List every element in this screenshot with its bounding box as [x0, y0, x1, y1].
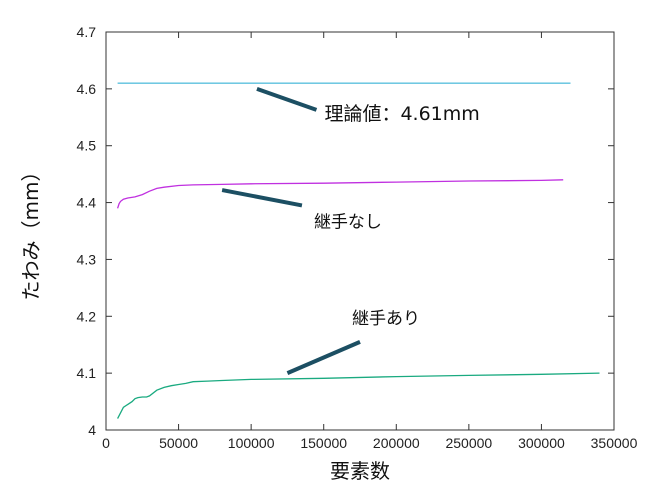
series-layer — [116, 82, 600, 419]
annotation-label: 継手あり — [352, 309, 420, 329]
x-tick-label: 100000 — [228, 435, 275, 451]
x-tick-label: 150000 — [300, 435, 347, 451]
annotation-label: 継手なし — [314, 212, 382, 232]
y-tick-label: 4.2 — [77, 308, 97, 324]
plot-frame — [105, 31, 615, 431]
x-tick-label: 350000 — [591, 435, 638, 451]
x-tick-label: 50000 — [159, 435, 198, 451]
x-tick-label: 300000 — [518, 435, 565, 451]
y-axis-label: たわみ（mm） — [19, 162, 43, 301]
x-tick-label: 200000 — [373, 435, 420, 451]
x-axis-label: 要素数 — [330, 459, 390, 483]
x-axis-ticks: 0 50000 100000 150000 200000 250000 300000 3500… — [102, 32, 638, 451]
series-no-joint-line — [116, 179, 564, 209]
y-tick-label: 4.6 — [77, 81, 97, 97]
y-axis-ticks: 4 4.1 4.2 4.3 4.4 4.5 4.6 4.7 — [77, 24, 614, 438]
x-tick-label: 250000 — [445, 435, 492, 451]
y-tick-label: 4.5 — [77, 138, 97, 154]
y-tick-label: 4.7 — [77, 24, 97, 40]
y-tick-label: 4.4 — [77, 195, 97, 211]
annotation-pointer-line — [286, 340, 361, 375]
y-tick-label: 4.3 — [77, 251, 97, 267]
y-tick-label: 4.1 — [77, 365, 97, 381]
series-with-joint-line — [117, 372, 600, 419]
annotation-label: 理論値：4.61mm — [324, 103, 479, 125]
y-tick-label: 4 — [88, 422, 96, 438]
x-tick-label: 0 — [102, 435, 110, 451]
annotation-pointer-line — [221, 188, 303, 208]
annotation-pointer-line — [256, 86, 318, 112]
